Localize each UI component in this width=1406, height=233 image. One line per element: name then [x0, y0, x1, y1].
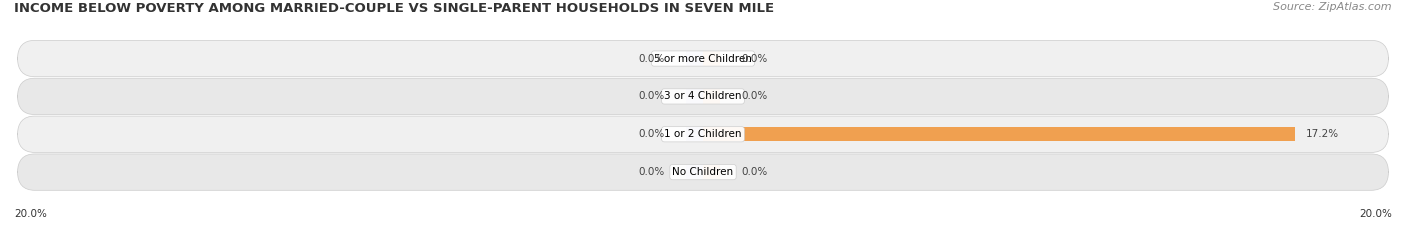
Text: 0.0%: 0.0%	[638, 129, 665, 139]
Text: 1 or 2 Children: 1 or 2 Children	[664, 129, 742, 139]
Text: 3 or 4 Children: 3 or 4 Children	[664, 91, 742, 101]
Bar	[703, 51, 720, 66]
FancyBboxPatch shape	[17, 40, 1389, 77]
Bar	[703, 165, 720, 179]
Text: 0.0%: 0.0%	[741, 54, 768, 64]
Bar	[703, 89, 720, 104]
Text: Source: ZipAtlas.com: Source: ZipAtlas.com	[1274, 2, 1392, 12]
Text: 20.0%: 20.0%	[1360, 209, 1392, 219]
FancyBboxPatch shape	[17, 78, 1389, 115]
FancyBboxPatch shape	[17, 116, 1389, 152]
Text: 0.0%: 0.0%	[638, 91, 665, 101]
Bar	[686, 165, 703, 179]
FancyBboxPatch shape	[17, 154, 1389, 190]
Bar	[703, 127, 1295, 141]
Text: INCOME BELOW POVERTY AMONG MARRIED-COUPLE VS SINGLE-PARENT HOUSEHOLDS IN SEVEN M: INCOME BELOW POVERTY AMONG MARRIED-COUPL…	[14, 2, 775, 15]
Text: 5 or more Children: 5 or more Children	[654, 54, 752, 64]
Text: 0.0%: 0.0%	[638, 54, 665, 64]
Bar	[686, 89, 703, 104]
Text: 20.0%: 20.0%	[14, 209, 46, 219]
Text: 0.0%: 0.0%	[741, 167, 768, 177]
Text: No Children: No Children	[672, 167, 734, 177]
Text: 0.0%: 0.0%	[638, 167, 665, 177]
Bar	[686, 127, 703, 141]
Text: 0.0%: 0.0%	[741, 91, 768, 101]
Text: 17.2%: 17.2%	[1306, 129, 1339, 139]
Bar	[686, 51, 703, 66]
